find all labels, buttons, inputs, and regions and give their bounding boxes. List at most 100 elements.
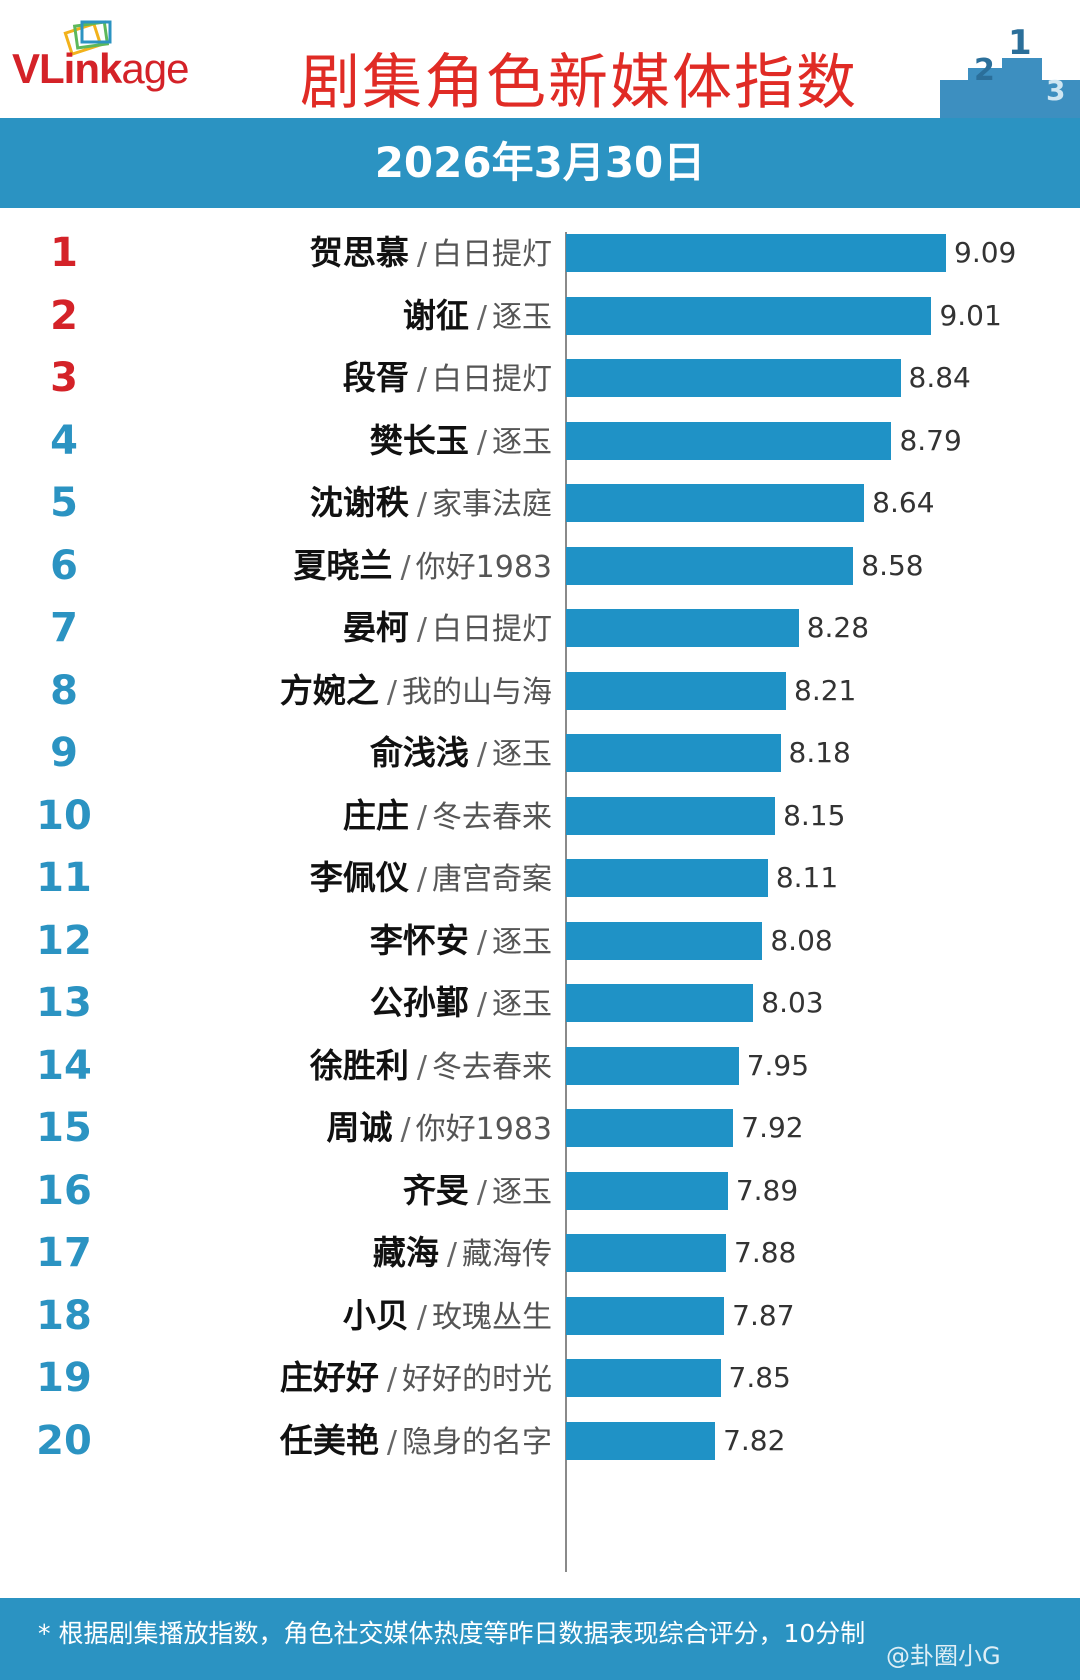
- character-name: 庄庄: [342, 795, 409, 835]
- rank-number: 12: [36, 917, 92, 964]
- show-name: 我的山与海: [402, 674, 552, 710]
- value-bar: [566, 1421, 716, 1460]
- value-bar: [566, 734, 781, 772]
- row-label: 夏晓兰 / 你好1983: [294, 541, 552, 591]
- value-label: 8.58: [861, 548, 924, 582]
- value-label: 8.18: [788, 736, 851, 769]
- value-bar: [566, 359, 901, 397]
- chart-row: 12 李怀安 / 逐玉 8.08: [0, 906, 1080, 972]
- separator: /: [416, 237, 427, 272]
- show-name: 白日提灯: [432, 612, 552, 647]
- separator: /: [416, 1299, 427, 1335]
- character-name: 庄好好: [279, 1358, 379, 1397]
- podium-icon: 2 1 3: [940, 23, 1080, 118]
- value-bar: [566, 921, 763, 960]
- character-name: 小贝: [342, 1295, 409, 1335]
- separator: /: [416, 362, 427, 397]
- rank-number: 17: [36, 1230, 92, 1276]
- value-bar: [566, 609, 799, 647]
- page-title: 剧集角色新媒体指数: [300, 48, 858, 118]
- value-label: 9.09: [954, 236, 1017, 269]
- value-label: 7.92: [741, 1111, 804, 1144]
- row-label: 任美艳 / 隐身的名字: [280, 1416, 552, 1466]
- character-name: 公孙鄞: [369, 983, 469, 1022]
- show-name: 好好的时光: [402, 1362, 552, 1397]
- rank-number: 10: [36, 792, 92, 839]
- date-label: 2026年3月30日: [374, 138, 706, 187]
- logo: VLinkage: [12, 45, 189, 92]
- rank-number: 4: [50, 417, 78, 464]
- separator: /: [476, 424, 487, 460]
- axis-line: [565, 232, 567, 1572]
- rank-number: 7: [50, 605, 78, 651]
- chart-row: 19 庄好好 / 好好的时光 7.85: [0, 1343, 1080, 1409]
- row-label: 谢征 / 逐玉: [403, 291, 552, 341]
- row-label: 贺思慕 / 白日提灯: [310, 228, 552, 278]
- show-name: 白日提灯: [432, 237, 552, 272]
- chart-row: 8 方婉之 / 我的山与海 8.21: [0, 656, 1080, 722]
- row-label: 沈谢秩 / 家事法庭: [310, 478, 552, 528]
- chart-row: 15 周诚 / 你好1983 7.92: [0, 1093, 1080, 1159]
- chart-row: 1 贺思慕 / 白日提灯 9.09: [0, 218, 1080, 284]
- header: VLinkage 剧集角色新媒体指数 2 1 3: [0, 0, 1080, 118]
- value-label: 8.11: [775, 861, 839, 894]
- show-name: 隐身的名字: [402, 1424, 552, 1460]
- separator: /: [416, 1049, 427, 1085]
- separator: /: [446, 1237, 457, 1272]
- show-name: 逐玉: [492, 987, 552, 1022]
- rank-number: 2: [50, 292, 78, 339]
- rank-number: 9: [50, 730, 78, 776]
- value-label: 8.08: [770, 923, 833, 957]
- separator: /: [386, 674, 397, 710]
- value-label: 8.64: [872, 486, 935, 519]
- chart-row: 17 藏海 / 藏海传 7.88: [0, 1218, 1080, 1284]
- show-name: 家事法庭: [432, 487, 552, 522]
- show-name: 逐玉: [492, 924, 552, 960]
- character-name: 谢征: [402, 295, 469, 335]
- show-name: 逐玉: [492, 299, 552, 335]
- value-bar: [566, 421, 892, 460]
- separator: /: [416, 487, 427, 522]
- separator: /: [476, 987, 487, 1022]
- character-name: 晏柯: [342, 608, 409, 647]
- value-label: 8.84: [908, 361, 971, 394]
- row-label: 李怀安 / 逐玉: [370, 916, 552, 966]
- chart-row: 2 谢征 / 逐玉 9.01: [0, 281, 1080, 347]
- chart-row: 16 齐旻 / 逐玉 7.89: [0, 1156, 1080, 1222]
- rank-number: 20: [36, 1417, 92, 1464]
- value-label: 8.79: [899, 423, 962, 457]
- separator: /: [386, 1362, 397, 1397]
- chart-row: 11 李佩仪 / 唐宫奇案 8.11: [0, 843, 1080, 909]
- date-banner: [0, 118, 1080, 208]
- value-label: 7.82: [723, 1423, 786, 1457]
- chart-row: 4 樊长玉 / 逐玉 8.79: [0, 406, 1080, 472]
- rank-number: 3: [50, 355, 78, 401]
- podium-number: 3: [1046, 74, 1065, 107]
- separator: /: [476, 299, 487, 335]
- row-label: 庄好好 / 好好的时光: [280, 1353, 552, 1403]
- podium-number: 1: [1008, 23, 1032, 63]
- row-label: 齐旻 / 逐玉: [403, 1166, 552, 1216]
- value-label: 7.95: [746, 1048, 810, 1082]
- row-label: 樊长玉 / 逐玉: [370, 416, 552, 466]
- chart-row: 10 庄庄 / 冬去春来 8.15: [0, 781, 1080, 847]
- rank-number: 5: [50, 480, 78, 526]
- logo-icon: [63, 20, 112, 56]
- show-name: 玫瑰丛生: [432, 1299, 552, 1335]
- chart-row: 13 公孙鄞 / 逐玉 8.03: [0, 968, 1080, 1034]
- separator: /: [476, 924, 487, 960]
- watermark: @卦圈小G: [886, 1642, 1001, 1670]
- value-bar: [566, 1046, 739, 1085]
- value-label: 8.03: [761, 986, 824, 1019]
- value-bar: [566, 796, 776, 835]
- value-bar: [566, 484, 865, 522]
- value-bar: [566, 859, 768, 897]
- value-label: 7.85: [728, 1361, 791, 1394]
- separator: /: [416, 612, 427, 647]
- rank-number: 13: [36, 980, 92, 1026]
- value-bar: [566, 1359, 721, 1397]
- value-label: 7.87: [732, 1298, 795, 1332]
- row-label: 方婉之 / 我的山与海: [280, 666, 552, 716]
- rank-number: 1: [50, 230, 78, 276]
- character-name: 俞浅浅: [369, 733, 469, 772]
